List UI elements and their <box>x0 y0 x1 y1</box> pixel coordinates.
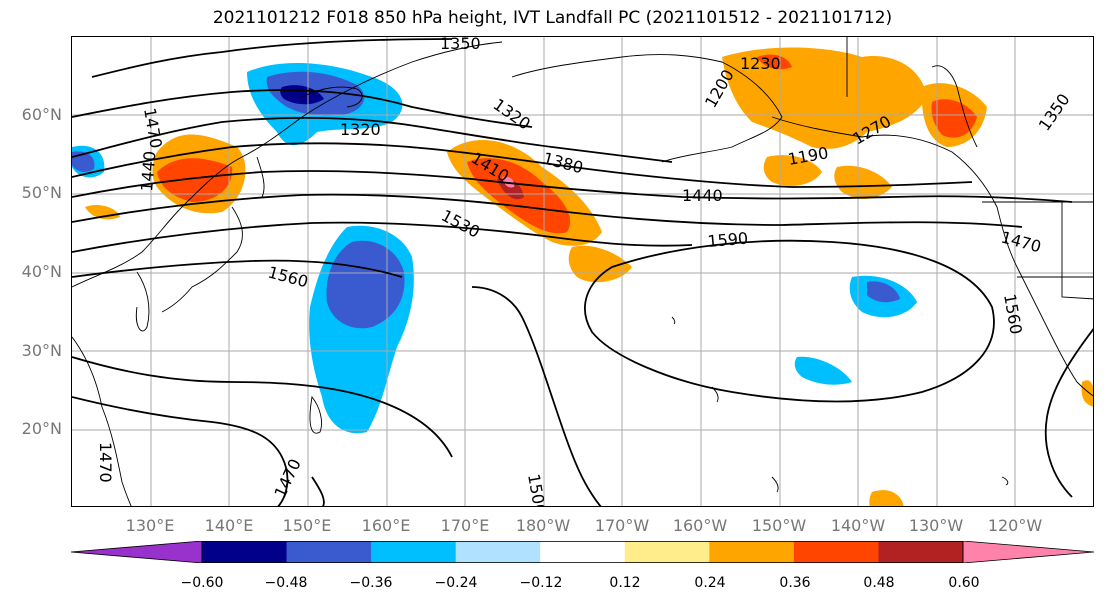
lon-label-150e: 150°E <box>282 516 332 535</box>
lat-label-30n: 30°N <box>21 341 62 360</box>
colorbar-swatch <box>455 541 541 563</box>
lon-label-150w: 150°W <box>751 516 807 535</box>
contour-label: 1230 <box>740 54 781 73</box>
colorbar-swatch <box>624 541 710 563</box>
height-contours <box>72 38 1093 506</box>
lat-label-60n: 60°N <box>21 105 62 124</box>
colorbar-extend-high <box>962 541 1094 563</box>
lon-label-140w: 140°W <box>830 516 886 535</box>
colorbar-tick: 0.48 <box>863 575 895 591</box>
colorbar-swatch <box>540 541 626 563</box>
colorbar-swatch <box>793 541 879 563</box>
contour-label: 1470 <box>999 228 1043 257</box>
lon-label-170e: 170°E <box>440 516 490 535</box>
colorbar-extend-low <box>71 541 203 563</box>
colorbar-swatch <box>202 541 288 563</box>
lat-label-50n: 50°N <box>21 183 62 202</box>
contour-label: 1500 <box>524 472 550 507</box>
lat-label-40n: 40°N <box>21 262 62 281</box>
lon-label-130e: 130°E <box>125 516 175 535</box>
colorbar-swatch <box>371 541 457 563</box>
contour-label: 1470 <box>96 442 115 483</box>
ivt-negative-shading <box>72 62 917 434</box>
contour-label: 1350 <box>440 37 481 53</box>
contour-label: 1350 <box>1035 90 1074 134</box>
lat-label-20n: 20°N <box>21 419 62 438</box>
colorbar-outline <box>201 541 964 563</box>
contour-label: 1560 <box>1000 292 1026 335</box>
lon-label-160w: 160°W <box>672 516 728 535</box>
lon-label-160e: 160°E <box>361 516 411 535</box>
colorbar-tick: −0.48 <box>264 575 308 591</box>
graticule <box>72 37 1093 506</box>
lon-label-140e: 140°E <box>204 516 254 535</box>
contour-label: 1320 <box>340 120 381 139</box>
colorbar-tick: 0.60 <box>948 575 980 591</box>
coastlines <box>72 37 1093 506</box>
contour-label: 1470 <box>270 456 304 501</box>
colorbar-swatch <box>709 541 795 563</box>
contour-label: 1320 <box>490 95 534 134</box>
colorbar-tick: −0.60 <box>180 575 224 591</box>
colorbar-swatches <box>71 541 1094 563</box>
lon-label-120w: 120°W <box>987 516 1043 535</box>
lon-label-130w: 130°W <box>908 516 964 535</box>
contour-label: 1590 <box>707 229 749 251</box>
colorbar <box>71 541 1094 563</box>
ivt-positive-shading <box>85 47 1093 506</box>
map-panel: 1350 1320 1320 1230 1200 1470 1440 1410 … <box>71 36 1094 507</box>
colorbar-tick: 0.36 <box>779 575 811 591</box>
contour-label: 1530 <box>438 206 483 242</box>
colorbar-swatch <box>878 541 964 563</box>
colorbar-tick: 0.12 <box>609 575 641 591</box>
lon-label-180w: 180°W <box>515 516 571 535</box>
colorbar-tick: 0.24 <box>694 575 726 591</box>
colorbar-tick: −0.24 <box>434 575 478 591</box>
contour-label: 1560 <box>266 263 310 292</box>
contour-label: 1470 <box>140 106 166 149</box>
lon-label-170w: 170°W <box>594 516 650 535</box>
colorbar-swatch <box>286 541 372 563</box>
colorbar-tick: −0.36 <box>349 575 393 591</box>
map-canvas: 1350 1320 1320 1230 1200 1470 1440 1410 … <box>72 37 1093 507</box>
map-title: 2021101212 F018 850 hPa height, IVT Land… <box>212 8 893 28</box>
contour-label: 1440 <box>682 186 723 205</box>
contour-label: 1190 <box>786 143 829 169</box>
contour-label: 1440 <box>137 150 159 192</box>
colorbar-tick: −0.12 <box>519 575 563 591</box>
